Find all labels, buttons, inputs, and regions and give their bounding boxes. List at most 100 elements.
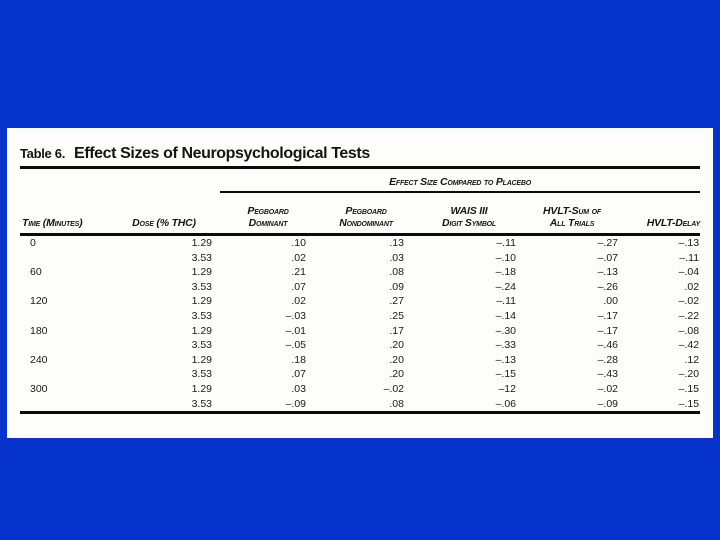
table-content: Table 6. Effect Sizes of Neuropsychologi…: [20, 128, 701, 415]
effect-size-cell: .08: [389, 266, 404, 279]
effect-size-cell: –.11: [679, 251, 700, 264]
effect-size-cell: –.46: [597, 339, 618, 352]
table-row: 3.53 –.09.08 –.06 –.09 –.15: [20, 396, 701, 415]
column-header: Time (Minutes): [20, 192, 108, 236]
time-cell: 60: [30, 266, 42, 279]
time-cell: [20, 251, 108, 266]
effect-size-cell: .21: [291, 266, 306, 279]
effect-size-cell: –.33: [495, 339, 516, 352]
effect-size-cell: .27: [389, 295, 404, 308]
time-cell: [20, 280, 108, 295]
time-cell: 300: [30, 382, 48, 395]
column-header: HVLT-Sum of All Trials: [522, 192, 622, 236]
table-row: 3.53 –.05 .20 –.33 –.46 –.42: [20, 338, 700, 353]
dose-cell: 1.29: [191, 266, 212, 279]
effect-size-cell: –.07: [597, 251, 618, 264]
effect-size-cell: –.11: [496, 237, 516, 249]
effect-size-cell: .20: [389, 339, 404, 352]
effect-size-cell: –.02: [678, 295, 700, 308]
dose-cell: 3.53: [191, 280, 212, 293]
effect-size-cell: –.28: [597, 353, 618, 366]
time-cell: 180: [30, 324, 48, 337]
effect-size-cell: .17: [389, 324, 404, 337]
table-row: 3.53 –.03 .25 –.14 –.17 –.22: [20, 309, 700, 324]
dose-cell: 1.29: [191, 295, 212, 308]
effect-size-cell: –.06: [416, 396, 522, 415]
table-row: 180 1.29 –.01 .17 –.30 –.17 –.08: [20, 324, 700, 339]
dose-cell: 3.53: [191, 368, 212, 381]
span-header-spacer: [20, 169, 220, 192]
column-header: Pegboard Nondominant: [316, 192, 416, 236]
effect-size-cell: –.02: [383, 382, 404, 395]
effect-size-cell: –.22: [678, 309, 700, 322]
span-header: Effect Size Compared to Placebo: [220, 169, 701, 193]
effect-size-cell: –.09: [522, 396, 622, 415]
effect-size-cell: .20: [389, 353, 404, 366]
effect-size-cell: .03: [291, 382, 306, 395]
effect-size-cell: –.42: [678, 339, 700, 352]
effect-size-cell: –.13: [678, 237, 700, 249]
effect-size-cell: –.17: [597, 309, 618, 322]
effect-size-cell: .12: [684, 353, 700, 366]
dose-cell: 3.53: [191, 339, 212, 352]
effect-size-cell: –.04: [678, 266, 700, 279]
table-row: 60 1.29 .21 .08 –.18 –.13 –.04: [20, 265, 700, 280]
effect-size-cell: –.15: [495, 368, 516, 381]
table-row: 240 1.29 .18 .20 –.13 –.28 .12: [20, 353, 700, 368]
effect-size-cell: .02: [291, 295, 306, 308]
table-row: 120 1.29 .02 .27 –.11 .00 –.02: [20, 294, 700, 309]
table-row: 300 1.29 .03 –.02 –12 –.02 –.15: [20, 382, 700, 397]
effect-size-cell: –.11: [496, 295, 516, 308]
time-cell: 240: [30, 353, 48, 366]
table-row: 3.53 .07 .20 –.15 –.43 –.20: [20, 367, 700, 382]
effect-size-cell: –.08: [678, 324, 700, 337]
effect-size-cell: –.03: [285, 309, 306, 322]
title-rule: [20, 166, 700, 169]
effect-size-cell: .10: [291, 237, 306, 249]
effect-size-cell: –.05: [285, 339, 306, 352]
span-header-row: Effect Size Compared to Placebo: [20, 169, 701, 193]
time-cell: 120: [30, 295, 48, 308]
table-header: Effect Size Compared to Placebo Time (Mi…: [20, 169, 701, 236]
dose-cell: 3.53: [108, 396, 220, 415]
effect-size-cell: .08: [316, 396, 416, 415]
effect-size-cell: .07: [291, 280, 306, 293]
dose-cell: 1.29: [191, 353, 212, 366]
effect-size-cell: .02: [684, 280, 700, 293]
table-title: Effect Sizes of Neuropsychological Tests: [74, 145, 370, 162]
effect-size-cell: –.26: [597, 280, 618, 293]
effect-size-cell: .18: [291, 353, 306, 366]
effect-size-cell: –.18: [495, 266, 516, 279]
effect-size-cell: .25: [389, 309, 404, 322]
table-row: 0 1.29 .10 .13 –.11 –.27 –.13: [20, 235, 700, 251]
dose-cell: 1.29: [191, 382, 212, 395]
effect-size-cell: –.17: [597, 324, 618, 337]
effect-size-cell: –12: [498, 382, 516, 395]
column-header: Pegboard Dominant: [220, 192, 316, 236]
time-cell: [20, 367, 108, 382]
dose-cell: 3.53: [191, 251, 212, 264]
effect-size-cell: –.02: [597, 382, 618, 395]
effect-sizes-table: Effect Size Compared to Placebo Time (Mi…: [20, 169, 701, 415]
effect-size-cell: .13: [389, 237, 404, 249]
effect-size-cell: .00: [603, 295, 618, 308]
effect-size-cell: –.10: [495, 251, 516, 264]
effect-size-cell: –.43: [597, 368, 618, 381]
effect-size-cell: –.09: [220, 396, 316, 415]
dose-cell: 1.29: [191, 237, 212, 249]
effect-size-cell: –.20: [678, 368, 700, 381]
time-cell: [20, 396, 108, 415]
effect-size-cell: –.13: [597, 266, 618, 279]
table-panel: Table 6. Effect Sizes of Neuropsychologi…: [7, 128, 713, 438]
column-header: HVLT-Delay: [622, 192, 700, 236]
effect-size-cell: .02: [291, 251, 306, 264]
effect-size-cell: –.01: [285, 324, 306, 337]
effect-size-cell: –.27: [597, 237, 618, 249]
table-row: 3.53 .02 .03 –.10 –.07 –.11: [20, 251, 700, 266]
column-header: WAIS III Digit Symbol: [416, 192, 522, 236]
effect-size-cell: –.15: [678, 382, 700, 395]
effect-size-cell: –.24: [495, 280, 516, 293]
table-number-label: Table 6.: [20, 146, 66, 161]
time-cell: [20, 309, 108, 324]
effect-size-cell: –.14: [495, 309, 516, 322]
